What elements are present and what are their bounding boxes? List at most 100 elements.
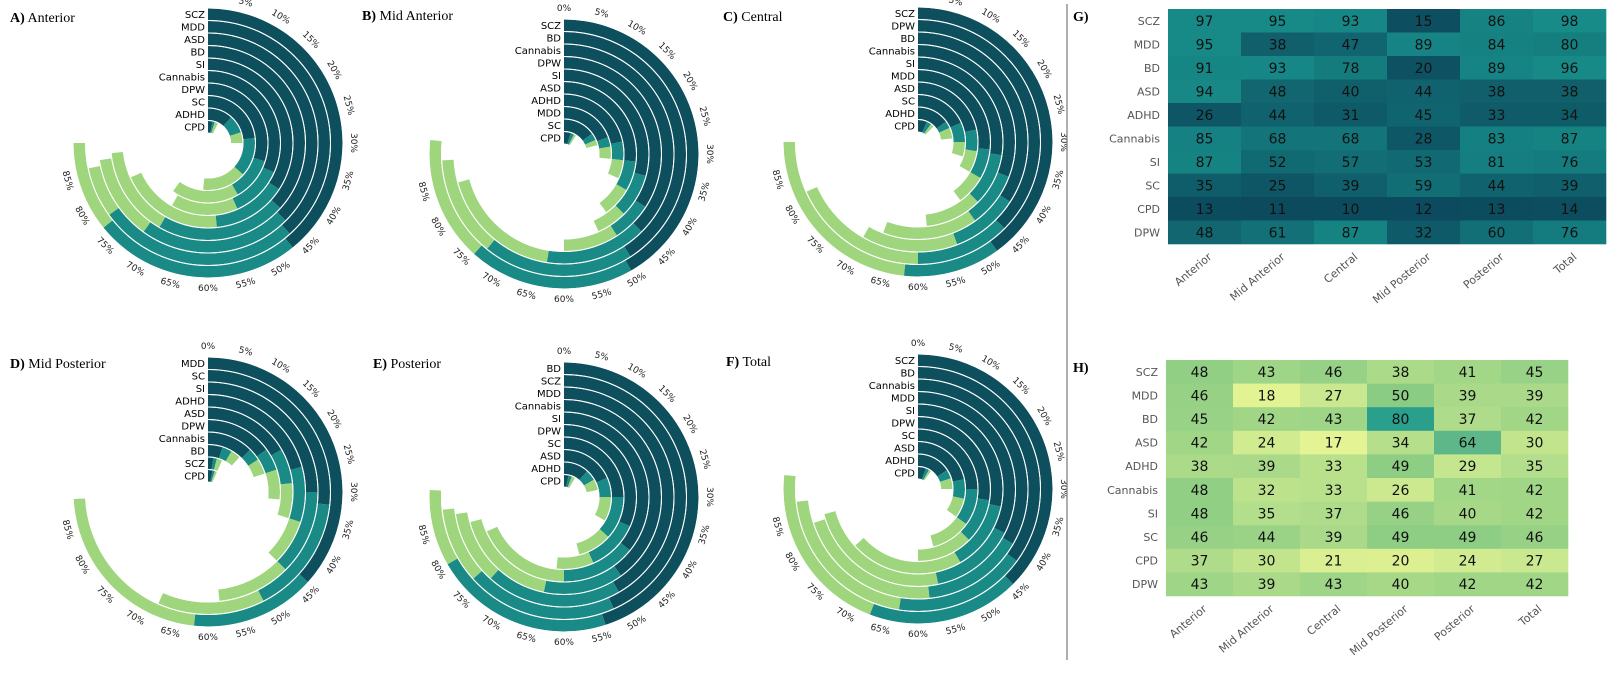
- band-separator: [185, 120, 231, 166]
- bar-segment-DPW-0: [918, 20, 1041, 229]
- band-separator: [160, 95, 256, 191]
- band-separator: [147, 82, 269, 204]
- bar-segment-SCZ-0: [208, 457, 214, 470]
- heatmap-value: 76: [1561, 225, 1579, 241]
- heatmap-value: 52: [1269, 155, 1287, 171]
- bar-segment-ADHD-0: [918, 454, 947, 477]
- band-separator: [820, 391, 1016, 587]
- heatmap-value: 33: [1488, 108, 1506, 124]
- heatmap-cell: [1233, 572, 1301, 597]
- bar-segment-SI-1: [215, 182, 279, 228]
- bar-segment-ASD-0: [564, 450, 607, 483]
- category-label: SCZ: [541, 21, 561, 32]
- heatmap-value: 60: [1488, 225, 1506, 241]
- bar-segment-SC-2: [585, 139, 598, 149]
- heatmap-row-label: BD: [1144, 62, 1160, 75]
- band-separator: [807, 31, 1029, 253]
- tick-label: 5%: [947, 342, 964, 355]
- heatmap-value: 26: [1392, 483, 1410, 499]
- heatmap-cell: [1241, 103, 1315, 127]
- heatmap-value: 41: [1459, 483, 1477, 499]
- bar-segment-SCZ-1: [869, 575, 1014, 624]
- tick-label: 5%: [237, 0, 254, 10]
- bar-segment-BD-1: [487, 239, 631, 277]
- tick-label: 85%: [770, 169, 785, 191]
- heatmap-cell: [1501, 501, 1569, 526]
- heatmap-value: 14: [1561, 202, 1579, 218]
- heatmap-value: 39: [1561, 178, 1579, 194]
- heatmap-cell: [1367, 454, 1435, 479]
- heatmap-value: 44: [1269, 108, 1287, 124]
- tick-label: 25%: [341, 94, 356, 116]
- heatmap-value: 39: [1526, 388, 1544, 404]
- heatmap-cell: [1387, 32, 1461, 57]
- heatmap-row-label: ASD: [1137, 85, 1160, 98]
- tick-label: 70%: [124, 260, 147, 279]
- heatmap-value: 26: [1196, 108, 1214, 124]
- category-label: BD: [190, 47, 205, 58]
- bar-segment-Cannabis-2: [883, 211, 976, 240]
- bar-segment-BD-1: [218, 447, 232, 462]
- heatmap-value: 42: [1526, 577, 1544, 593]
- heatmap-cell: [1300, 572, 1368, 597]
- category-label: ADHD: [531, 96, 561, 107]
- heatmap-cell: [1168, 103, 1242, 127]
- heatmap-cell: [1501, 454, 1569, 479]
- bar-segment-SC-0: [208, 370, 330, 505]
- heatmap-value: 45: [1191, 412, 1209, 428]
- bar-segment-DPW-2: [556, 552, 594, 570]
- bar-segment-SC-1: [599, 497, 624, 537]
- heatmap-value: 32: [1415, 225, 1433, 241]
- heatmap-row-label: DPW: [1132, 578, 1158, 591]
- band-separator: [441, 31, 687, 277]
- heatmap-value: 10: [1342, 202, 1360, 218]
- heatmap-value: 27: [1526, 554, 1544, 570]
- bar-segment-CPD-2: [923, 469, 931, 481]
- heatmap-cell: [1166, 548, 1234, 573]
- heatmap-value: 48: [1191, 365, 1209, 381]
- bar-segment-ASD-0: [918, 82, 977, 133]
- bar-segment-CPD-0: [918, 120, 927, 133]
- heatmap-cell: [1300, 454, 1368, 479]
- tick-label: 0%: [201, 342, 216, 352]
- category-label: CPD: [184, 471, 205, 482]
- band-separator: [857, 81, 979, 203]
- heatmap-cell: [1367, 525, 1435, 550]
- bar-segment-Cannabis-1: [546, 223, 642, 264]
- tick-label: 5%: [593, 7, 610, 20]
- bar-segment-BD-0: [208, 46, 306, 208]
- heatmap-value: 47: [1342, 37, 1360, 53]
- heatmap-value: 32: [1258, 483, 1276, 499]
- band-separator: [870, 441, 966, 537]
- bar-segment-SI-0: [918, 57, 1003, 156]
- heatmap-cell: [1367, 407, 1435, 432]
- bar-segment-SCZ-2: [213, 458, 223, 471]
- band-separator: [110, 394, 306, 590]
- tick-label: 5%: [237, 345, 254, 358]
- band-separator: [895, 119, 941, 165]
- heatmap-cell: [1241, 173, 1315, 198]
- heatmap-cell: [1501, 548, 1569, 573]
- heatmap-row-label: SCZ: [1138, 15, 1161, 28]
- tick-label: 25%: [1051, 93, 1066, 115]
- bar-segment-Cannabis-0: [564, 400, 661, 576]
- bar-segment-BD-0: [918, 32, 1028, 202]
- heatmap-row-label: SCZ: [1136, 366, 1159, 379]
- category-label: ASD: [184, 409, 205, 420]
- tick-label: 85%: [416, 524, 431, 546]
- tick-label: 35%: [698, 180, 713, 202]
- heatmap-value: 76: [1561, 155, 1579, 171]
- heatmap-cell: [1367, 478, 1435, 502]
- tick-label: 85%: [416, 181, 431, 203]
- bar-segment-CPD-0: [564, 475, 569, 487]
- heatmap-value: 49: [1392, 459, 1410, 475]
- panel-letter: F): [726, 355, 740, 370]
- bar-segment-DPW-2: [918, 531, 969, 561]
- bar-segment-BD-1: [898, 553, 1017, 612]
- heatmap-7: H) 48 43 46 38 41 45 46 18 27 50 39 39 45 42 43 80 37 42 42…: [1073, 360, 1569, 658]
- band-separator: [172, 456, 244, 528]
- bar-segment-Cannabis-1: [232, 167, 274, 209]
- bar-segment-MDD-0: [918, 70, 991, 150]
- band-separator: [160, 444, 256, 540]
- tick-label: 30%: [348, 133, 358, 153]
